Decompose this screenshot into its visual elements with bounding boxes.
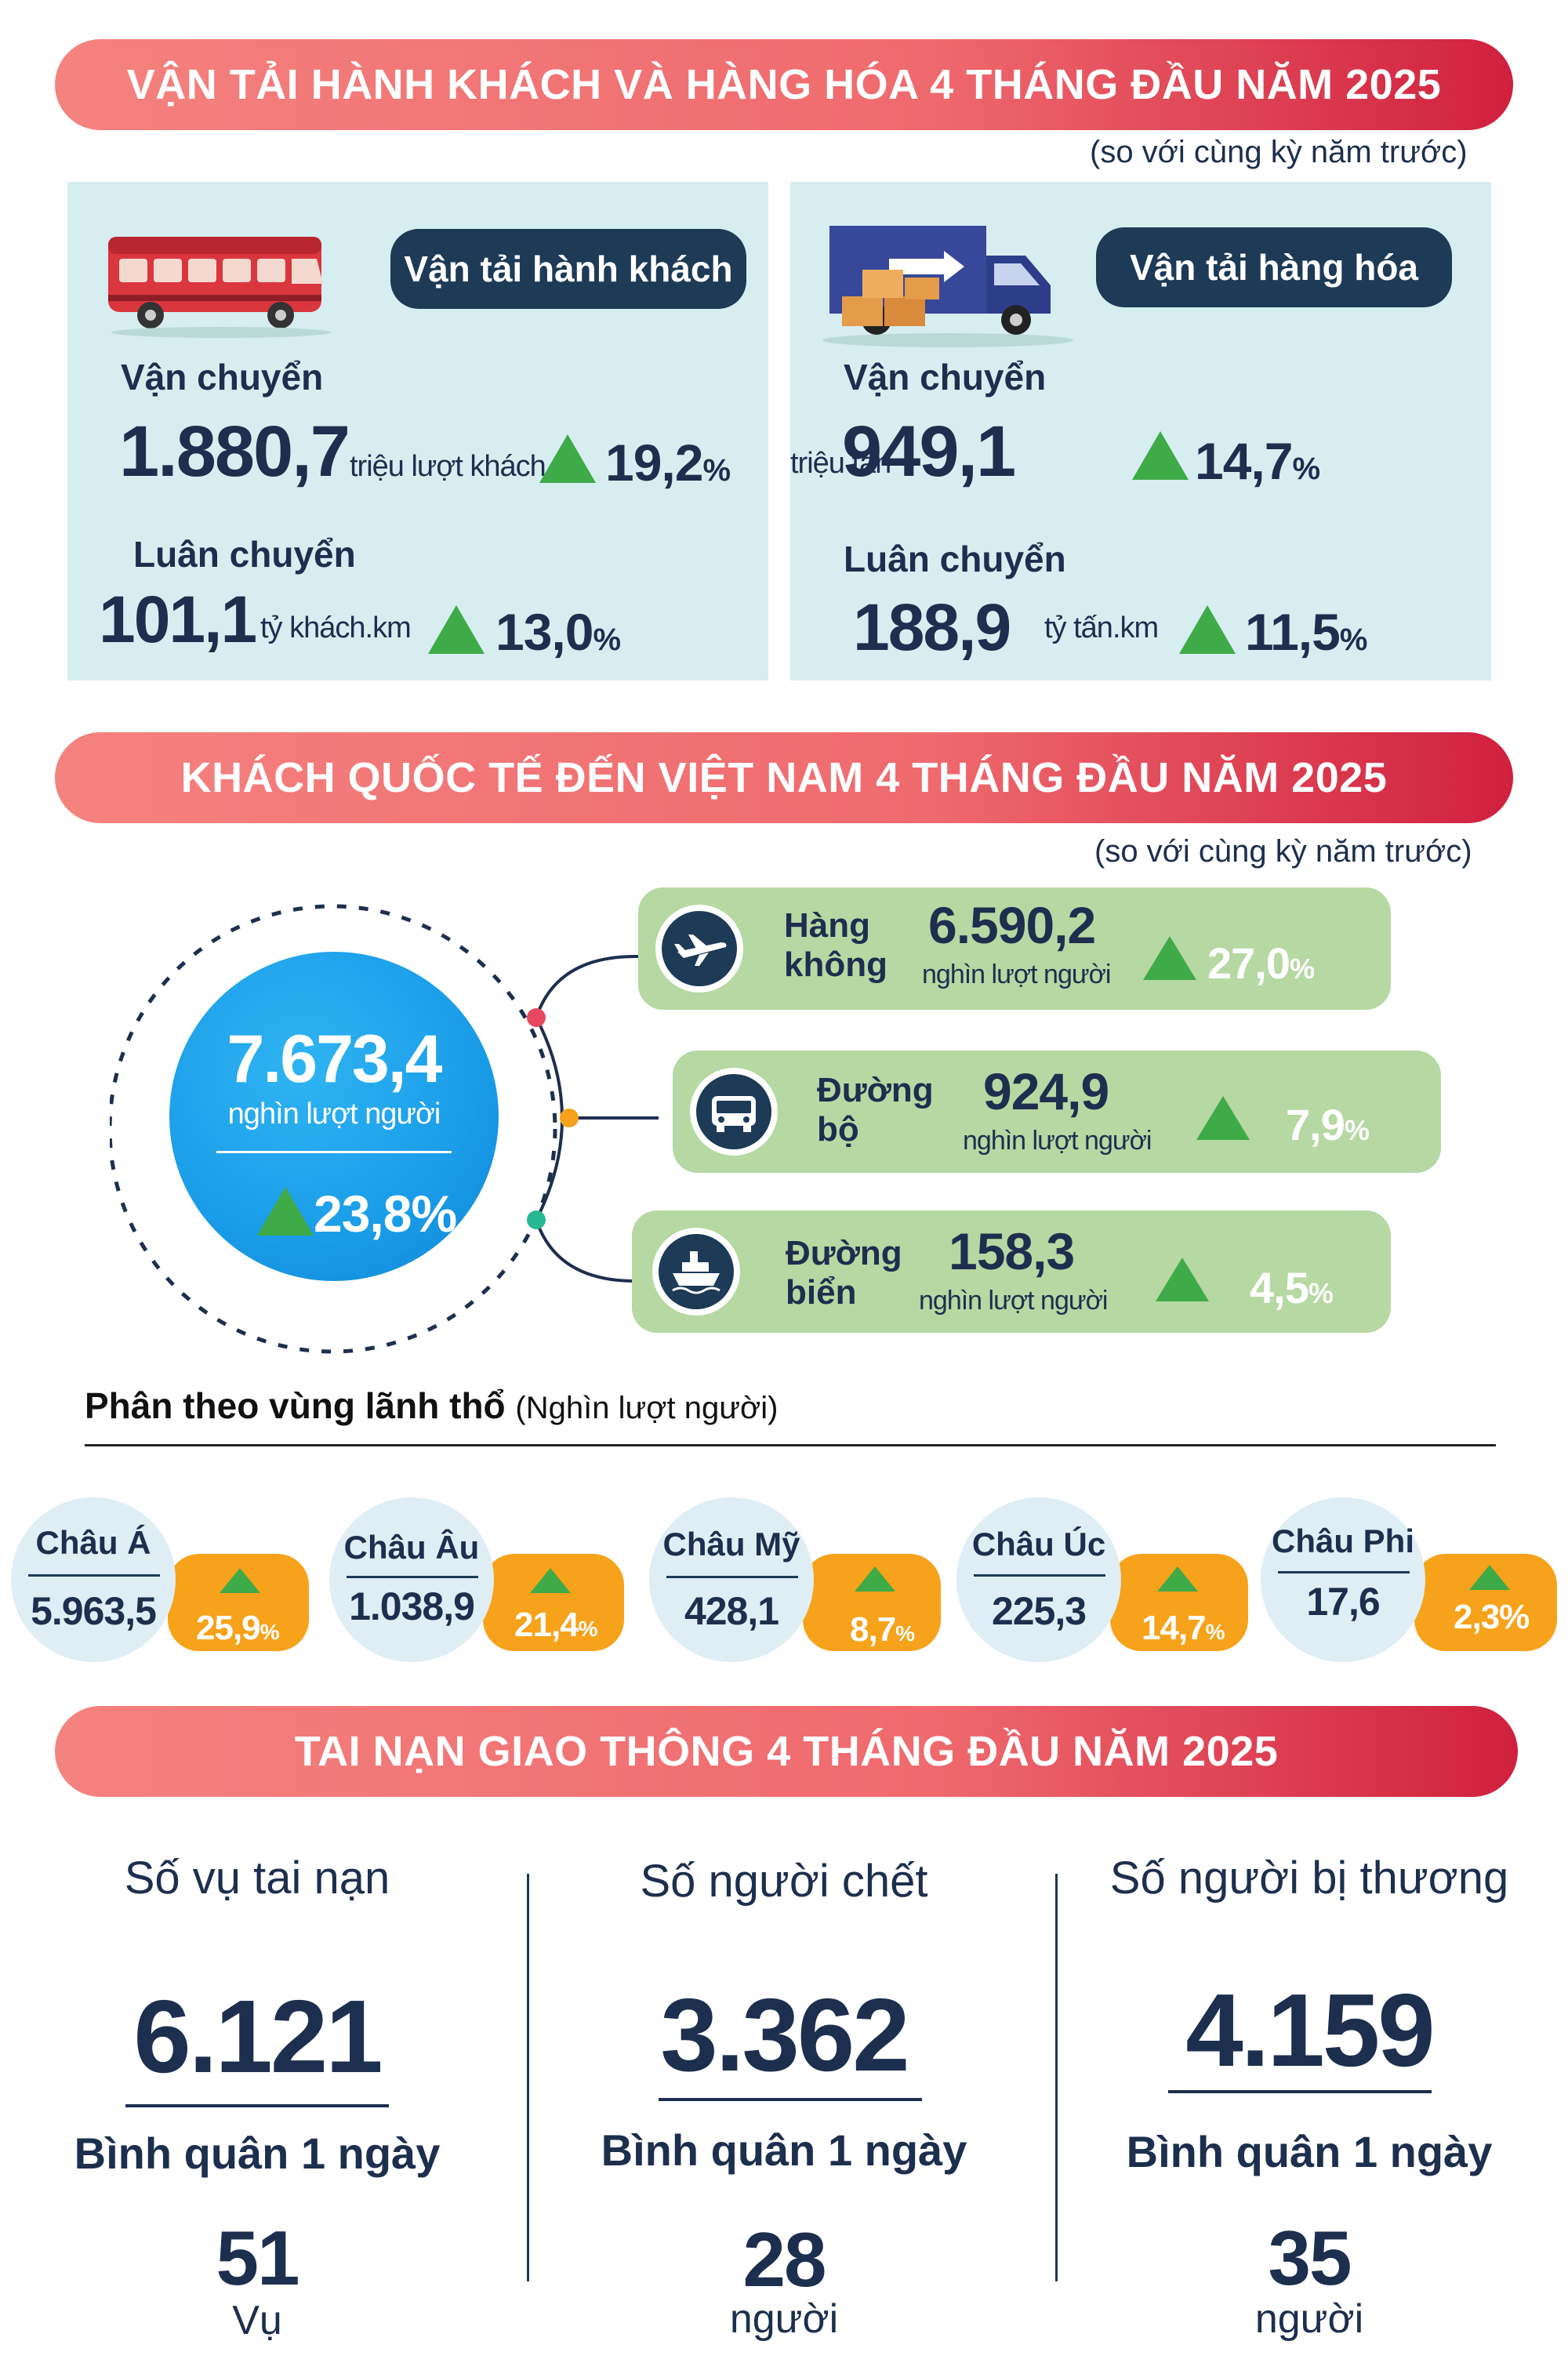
cargo-transport-label: Vận chuyển xyxy=(844,357,1047,397)
region-heading: Phân theo vùng lãnh thổ (Nghìn lượt ngườ… xyxy=(85,1385,779,1426)
accident-unit: người xyxy=(729,2296,839,2342)
cargo-transport-pct: 14,7% xyxy=(1195,432,1320,490)
plane-icon xyxy=(674,935,727,966)
plane-icon-wrap xyxy=(655,905,743,993)
total-ring xyxy=(110,904,557,1354)
up-arrow-icon xyxy=(1179,605,1236,654)
accident-col-cases: Số vụ tai nạn 6.121 Bình quân 1 ngày 51 … xyxy=(38,1842,477,2344)
passenger-rotation-unit: tỷ khách.km xyxy=(260,612,412,644)
bus-icon xyxy=(108,237,331,338)
accident-divider xyxy=(125,2104,389,2107)
passenger-rotation-label: Luân chuyển xyxy=(133,534,356,575)
up-arrow-icon xyxy=(428,605,485,654)
truck-icon xyxy=(822,226,1073,347)
up-arrow-icon xyxy=(1143,936,1196,980)
cargo-rotation-value: 188,9 xyxy=(853,590,1011,664)
mode-air-value: 6.590,2 xyxy=(928,896,1096,954)
passenger-rotation-value: 101,1 xyxy=(99,583,257,656)
up-arrow-icon xyxy=(530,1568,571,1593)
section3-title: TAI NẠN GIAO THÔNG 4 THÁNG ĐẦU NĂM 2025 xyxy=(294,1728,1279,1775)
passenger-transport-unit: triệu lượt khách xyxy=(350,450,546,483)
up-arrow-icon xyxy=(1156,1258,1209,1301)
accident-avg: 28 xyxy=(742,2216,826,2303)
connector-lines xyxy=(527,955,659,1283)
total-value: 7.673,4 xyxy=(227,1022,443,1097)
mode-sea-value: 158,3 xyxy=(949,1222,1075,1280)
mode-sea-unit: nghìn lượt người xyxy=(919,1286,1108,1316)
region-divider xyxy=(85,1444,1496,1446)
accident-value: 4.159 xyxy=(1185,1973,1435,2088)
cargo-rotation-unit: tỷ tấn.km xyxy=(1044,612,1159,644)
total-pct: 23,8% xyxy=(314,1185,457,1243)
accident-sub: Bình quân 1 ngày xyxy=(1126,2127,1493,2176)
cargo-panel: Vận tải hàng hóa Vận chuyển 949,1 triệu … xyxy=(790,182,1491,681)
mode-road-unit: nghìn lượt người xyxy=(963,1126,1152,1156)
up-arrow-icon xyxy=(257,1187,314,1236)
section2-title: KHÁCH QUỐC TẾ ĐẾN VIỆT NAM 4 THÁNG ĐẦU N… xyxy=(180,754,1388,801)
section1-note: (so với cùng kỳ năm trước) xyxy=(1090,135,1468,169)
up-arrow-icon xyxy=(539,434,596,483)
accident-title: Số người bị thương xyxy=(1109,1853,1509,1904)
accident-value: 3.362 xyxy=(660,1977,909,2092)
section3-banner: TAI NẠN GIAO THÔNG 4 THÁNG ĐẦU NĂM 2025 xyxy=(55,1706,1518,1797)
column-divider xyxy=(1055,1874,1058,2281)
passenger-transport-pct: 19,2% xyxy=(605,434,731,492)
accident-unit: Vụ xyxy=(232,2298,282,2343)
accident-value: 6.121 xyxy=(133,1979,383,2094)
accident-sub: Bình quân 1 ngày xyxy=(74,2129,441,2178)
mode-card-sea: Đường biển 158,3 nghìn lượt người 4,5% xyxy=(632,1210,1391,1333)
accident-avg: 35 xyxy=(1268,2215,1352,2301)
cargo-transport-value: 949,1 xyxy=(842,412,1016,492)
ship-icon xyxy=(672,1251,720,1294)
mode-card-road: Đường bộ 924,9 nghìn lượt người 7,9% xyxy=(673,1051,1441,1173)
passenger-transport-label: Vận chuyển xyxy=(121,357,324,397)
mode-road-value: 924,9 xyxy=(983,1062,1109,1120)
bus-front-icon-wrap xyxy=(690,1068,778,1156)
section1-banner: VẬN TẢI HÀNH KHÁCH VÀ HÀNG HÓA 4 THÁNG Đ… xyxy=(55,39,1513,130)
total-unit: nghìn lượt người xyxy=(227,1098,441,1131)
total-divider xyxy=(216,1151,452,1153)
cargo-transport-unit: triệu tấn xyxy=(790,447,891,480)
accident-col-injured: Số người bị thương 4.159 Bình quân 1 ngà… xyxy=(1090,1842,1529,2344)
up-arrow-icon xyxy=(855,1566,895,1591)
up-arrow-icon xyxy=(1157,1566,1198,1591)
accident-unit: người xyxy=(1254,2296,1364,2342)
mode-air-pct: 27,0% xyxy=(1207,938,1315,988)
accident-divider xyxy=(659,2098,922,2101)
accident-col-deaths: Số người chết 3.362 Bình quân 1 ngày 28 … xyxy=(564,1842,1004,2344)
accident-sub: Bình quân 1 ngày xyxy=(601,2125,967,2175)
mode-air-unit: nghìn lượt người xyxy=(922,960,1111,989)
section1-title: VẬN TẢI HÀNH KHÁCH VÀ HÀNG HÓA 4 THÁNG Đ… xyxy=(126,61,1442,108)
mode-card-air: Hàng không 6.590,2 nghìn lượt người 27,0% xyxy=(638,887,1391,1010)
up-arrow-icon xyxy=(1196,1096,1250,1140)
mode-sea-title: Đường biển xyxy=(786,1234,902,1312)
mode-air-title: Hàng không xyxy=(784,906,887,984)
section2-note: (so với cùng kỳ năm trước) xyxy=(1094,834,1472,869)
cargo-rotation-label: Luân chuyển xyxy=(844,539,1066,579)
mode-road-title: Đường bộ xyxy=(817,1071,934,1149)
ship-icon-wrap xyxy=(652,1228,740,1316)
passenger-rotation-pct: 13,0% xyxy=(495,603,621,661)
column-divider xyxy=(527,1874,529,2281)
passenger-transport-value: 1.880,7 xyxy=(119,412,350,492)
up-arrow-icon xyxy=(220,1568,260,1593)
passenger-panel: Vận tải hành khách Vận chuyển 1.880,7 tr… xyxy=(67,182,768,681)
accident-title: Số vụ tai nạn xyxy=(124,1853,390,1904)
section2-banner: KHÁCH QUỐC TẾ ĐẾN VIỆT NAM 4 THÁNG ĐẦU N… xyxy=(55,732,1513,823)
accident-title: Số người chết xyxy=(640,1856,928,1907)
cargo-rotation-pct: 11,5% xyxy=(1245,603,1367,661)
up-arrow-icon xyxy=(1132,431,1189,480)
cargo-pill: Vận tải hàng hóa xyxy=(1096,227,1452,307)
mode-road-pct: 7,9% xyxy=(1286,1100,1370,1149)
bus-front-icon xyxy=(712,1096,756,1132)
accident-divider xyxy=(1168,2090,1432,2093)
passenger-pill: Vận tải hành khách xyxy=(390,229,746,309)
up-arrow-icon xyxy=(1469,1565,1510,1590)
total-globe: 7.673,4 nghìn lượt người 23,8% xyxy=(169,952,499,1281)
mode-sea-pct: 4,5% xyxy=(1250,1263,1334,1312)
accident-avg: 51 xyxy=(216,2215,299,2301)
